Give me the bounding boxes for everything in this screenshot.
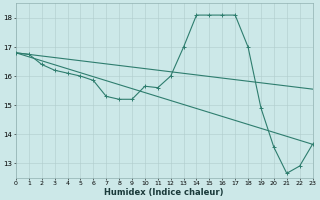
X-axis label: Humidex (Indice chaleur): Humidex (Indice chaleur) [105, 188, 224, 197]
